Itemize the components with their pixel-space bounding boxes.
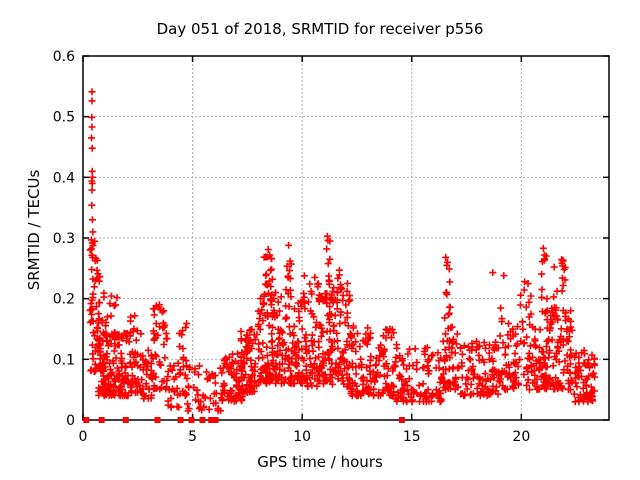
y-tick-label: 0.6	[53, 49, 75, 65]
scatter-points	[86, 88, 599, 415]
zero-value-marker	[122, 417, 129, 423]
x-tick-label: 0	[79, 429, 88, 445]
y-tick-label: 0.2	[53, 292, 75, 308]
zero-value-marker	[208, 417, 215, 423]
x-tick-label: 15	[403, 429, 421, 445]
zero-value-marker	[212, 417, 219, 423]
zero-value-marker	[188, 417, 195, 423]
y-tick-label: 0.3	[53, 231, 75, 247]
zero-value-marker	[154, 417, 161, 423]
y-tick-label: 0.4	[53, 170, 75, 186]
chart-title: Day 051 of 2018, SRMTID for receiver p55…	[156, 20, 484, 38]
zero-value-marker	[177, 417, 184, 423]
x-axis-label: GPS time / hours	[257, 453, 383, 471]
x-tick-label: 5	[188, 429, 197, 445]
zero-value-marker	[83, 417, 90, 423]
y-tick-label: 0.1	[53, 352, 75, 368]
x-tick-label: 10	[293, 429, 311, 445]
y-tick-label: 0	[66, 413, 75, 429]
zero-value-marker	[98, 417, 105, 423]
zero-value-marker	[398, 417, 405, 423]
x-tick-label: 20	[512, 429, 530, 445]
y-axis-label: SRMTID / TECUs	[25, 169, 43, 291]
y-tick-label: 0.5	[53, 110, 75, 126]
zero-value-marker	[199, 417, 206, 423]
